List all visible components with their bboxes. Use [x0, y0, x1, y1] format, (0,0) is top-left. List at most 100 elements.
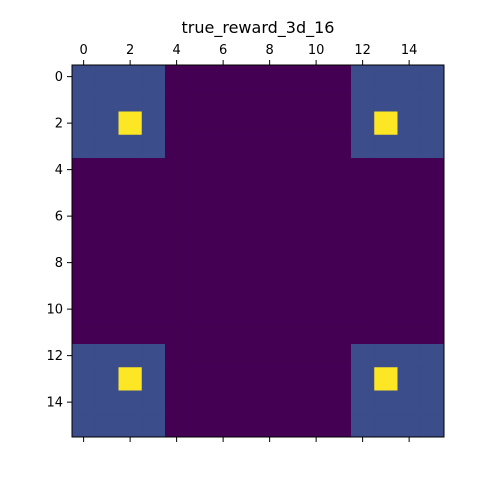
heatmap-cell: [141, 181, 166, 205]
heatmap-cell: [327, 413, 352, 438]
heatmap-cell: [281, 413, 305, 438]
heatmap-cell: [397, 274, 422, 298]
heatmap-cell: [374, 274, 398, 298]
heatmap-cell: [351, 251, 375, 275]
heatmap-cell: [258, 158, 282, 182]
heatmap-cell: [95, 274, 119, 298]
heatmap-cell: [95, 320, 119, 345]
heatmap-cell: [188, 274, 212, 298]
heatmap-cell: [397, 367, 422, 391]
heatmap-cell: [165, 111, 189, 136]
x-tick-label: 0: [79, 43, 87, 58]
heatmap-cell: [397, 158, 422, 182]
heatmap-cell: [118, 134, 143, 159]
heatmap-cell: [351, 227, 375, 252]
heatmap-cell: [304, 227, 329, 252]
heatmap-cell: [258, 65, 282, 89]
heatmap-cell: [211, 344, 236, 368]
heatmap-cell: [304, 344, 329, 368]
heatmap-cell: [327, 65, 352, 89]
heatmap-cell: [420, 158, 445, 182]
y-tick-label: 0: [55, 70, 63, 85]
heatmap-cell: [72, 297, 96, 322]
heatmap-cell: [188, 88, 212, 112]
heatmap-cell: [420, 181, 445, 205]
heatmap-cell: [118, 297, 143, 322]
heatmap-cell: [188, 297, 212, 322]
heatmap-cell: [234, 344, 259, 368]
x-tick-label: 8: [265, 43, 273, 58]
heatmap-cell: [211, 413, 236, 438]
heatmap-cell: [72, 344, 96, 368]
heatmap-cell: [281, 204, 305, 229]
heatmap-cell: [420, 111, 445, 136]
heatmap-cell: [327, 297, 352, 322]
heatmap-cell: [420, 413, 445, 438]
heatmap-cell: [281, 227, 305, 252]
heatmap-cell: [281, 297, 305, 322]
heatmap-cell: [304, 413, 329, 438]
heatmap-cell: [351, 344, 375, 368]
heatmap-cell: [304, 367, 329, 391]
heatmap-cell: [118, 413, 143, 438]
heatmap-cell: [397, 390, 422, 415]
x-axis-top: 0 2 4 6 8 10 12 14: [79, 43, 417, 442]
heatmap-cell: [234, 251, 259, 275]
heatmap-cell: [420, 297, 445, 322]
heatmap-cell: [351, 88, 375, 112]
heatmap-cells: [72, 65, 445, 438]
heatmap-cell: [281, 134, 305, 159]
heatmap-cell: [234, 413, 259, 438]
heatmap-cell: [397, 227, 422, 252]
heatmap-cell: [165, 367, 189, 391]
heatmap-cell: [141, 227, 166, 252]
heatmap-cell: [95, 344, 119, 368]
heatmap-cell: [95, 158, 119, 182]
heatmap-cell: [118, 390, 143, 415]
y-axis-left: 0 2 4 6 8 10 12 14: [46, 70, 72, 411]
heatmap-cell: [420, 65, 445, 89]
heatmap-cell: [234, 181, 259, 205]
heatmap-cell: [304, 204, 329, 229]
heatmap-cell: [188, 344, 212, 368]
heatmap-cell: [95, 367, 119, 391]
heatmap-cell: [165, 390, 189, 415]
heatmap-cell: [211, 297, 236, 322]
heatmap-cell: [211, 367, 236, 391]
heatmap-cell: [374, 204, 398, 229]
heatmap-cell: [234, 274, 259, 298]
heatmap-cell: [281, 274, 305, 298]
heatmap-cell: [118, 181, 143, 205]
x-tick-label: 14: [401, 43, 418, 58]
heatmap-cell: [281, 65, 305, 89]
heatmap-cell: [327, 320, 352, 345]
heatmap-cell: [327, 204, 352, 229]
heatmap-cell: [327, 227, 352, 252]
heatmap-cell: [118, 111, 143, 136]
heatmap-cell: [397, 134, 422, 159]
heatmap-cell: [374, 65, 398, 89]
heatmap-cell: [327, 251, 352, 275]
heatmap-cell: [351, 65, 375, 89]
heatmap-cell: [420, 344, 445, 368]
heatmap-cell: [374, 413, 398, 438]
heatmap-cell: [420, 320, 445, 345]
heatmap-cell: [258, 274, 282, 298]
heatmap-cell: [327, 88, 352, 112]
heatmap-cell: [327, 158, 352, 182]
heatmap-cell: [397, 344, 422, 368]
heatmap-cell: [211, 158, 236, 182]
chart-title: true_reward_3d_16: [182, 18, 335, 38]
heatmap-cell: [374, 251, 398, 275]
heatmap-cell: [304, 134, 329, 159]
heatmap-cell: [95, 111, 119, 136]
heatmap-cell: [118, 88, 143, 112]
heatmap-cell: [72, 274, 96, 298]
heatmap-cell: [118, 227, 143, 252]
heatmap-cell: [304, 65, 329, 89]
heatmap-cell: [211, 134, 236, 159]
heatmap-cell: [351, 320, 375, 345]
heatmap-cell: [281, 88, 305, 112]
heatmap-cell: [72, 158, 96, 182]
heatmap-cell: [397, 413, 422, 438]
